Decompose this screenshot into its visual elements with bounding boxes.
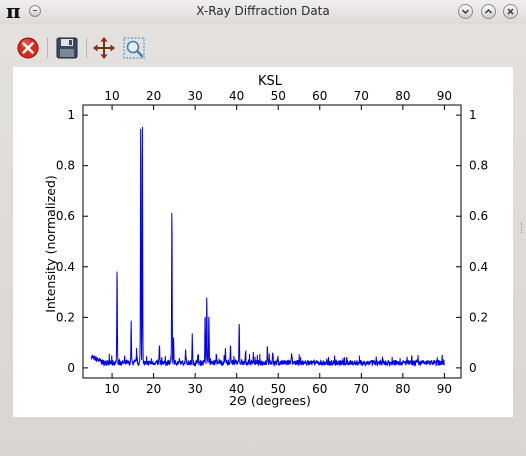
title-bar[interactable]: π X-Ray Diffraction Data bbox=[0, 0, 526, 24]
x-axis-label: 2Θ (degrees) bbox=[229, 393, 311, 408]
pan-icon bbox=[93, 37, 115, 59]
zoom-icon bbox=[123, 37, 145, 59]
y-tick-label-left: 0 bbox=[67, 361, 75, 375]
y-tick-label-right: 0.8 bbox=[469, 159, 488, 173]
maximize-button[interactable] bbox=[481, 4, 496, 19]
axes-frame bbox=[82, 104, 462, 379]
toolbar-separator bbox=[86, 38, 87, 58]
y-axis-label: Intensity (normalized) bbox=[43, 175, 58, 313]
y-tick-label-right: 0.4 bbox=[469, 260, 488, 274]
x-tick-label-top: 90 bbox=[437, 89, 452, 103]
close-window-button[interactable] bbox=[503, 4, 518, 19]
y-tick-label-left: 1 bbox=[67, 108, 75, 122]
x-tick-label-top: 80 bbox=[395, 89, 410, 103]
y-tick-label-left: 0.4 bbox=[56, 260, 75, 274]
x-tick-label-top: 20 bbox=[146, 89, 161, 103]
y-tick-label-right: 1 bbox=[469, 108, 477, 122]
close-red-icon bbox=[17, 37, 39, 59]
y-tick-label-left: 0.2 bbox=[56, 310, 75, 324]
plot-canvas[interactable]: KSL 2Θ (degrees) Intensity (normalized) … bbox=[13, 67, 513, 417]
y-tick-label-right: 0 bbox=[469, 361, 477, 375]
chevron-down-icon bbox=[462, 9, 469, 14]
axis-ticks: 10 10 20 20 30 30 40 40 50 50 60 60 70 70 80 80 90 90 0 0 0.… bbox=[56, 89, 488, 396]
chart-title: KSL bbox=[258, 74, 283, 89]
y-tick-label-right: 0.2 bbox=[469, 310, 488, 324]
save-button[interactable] bbox=[54, 35, 80, 61]
minimize-button[interactable] bbox=[458, 4, 473, 19]
pan-button[interactable] bbox=[91, 35, 117, 61]
x-tick-label-bottom: 80 bbox=[395, 382, 410, 396]
zoom-button[interactable] bbox=[121, 35, 147, 61]
y-tick-label-left: 0.6 bbox=[56, 209, 75, 223]
toolbar-separator bbox=[47, 38, 48, 58]
x-tick-label-bottom: 10 bbox=[104, 382, 119, 396]
window-title: X-Ray Diffraction Data bbox=[196, 4, 330, 18]
y-tick-label-right: 0.6 bbox=[469, 209, 488, 223]
x-tick-label-top: 70 bbox=[354, 89, 369, 103]
x-tick-label-bottom: 50 bbox=[271, 382, 286, 396]
xrd-chart[interactable]: KSL 2Θ (degrees) Intensity (normalized) … bbox=[13, 67, 513, 417]
save-icon bbox=[56, 37, 78, 59]
close-plot-button[interactable] bbox=[15, 35, 41, 61]
y-tick-label-left: 0.8 bbox=[56, 159, 75, 173]
pi-app-icon[interactable]: π bbox=[6, 0, 21, 23]
x-tick-label-bottom: 90 bbox=[437, 382, 452, 396]
x-tick-label-bottom: 20 bbox=[146, 382, 161, 396]
chevron-up-icon bbox=[485, 9, 492, 14]
x-tick-label-top: 30 bbox=[188, 89, 203, 103]
x-tick-label-bottom: 70 bbox=[354, 382, 369, 396]
x-tick-label-top: 40 bbox=[229, 89, 244, 103]
x-tick-label-bottom: 60 bbox=[312, 382, 327, 396]
data-series-group bbox=[90, 126, 445, 368]
resize-grip[interactable] bbox=[521, 223, 526, 233]
diffraction-series-line bbox=[90, 126, 445, 368]
toolbar bbox=[0, 26, 526, 66]
x-tick-label-top: 10 bbox=[104, 89, 119, 103]
window-menu-button[interactable] bbox=[29, 5, 41, 17]
x-tick-label-top: 60 bbox=[312, 89, 327, 103]
x-tick-label-bottom: 40 bbox=[229, 382, 244, 396]
close-icon bbox=[507, 8, 514, 15]
x-tick-label-bottom: 30 bbox=[188, 382, 203, 396]
x-tick-label-top: 50 bbox=[271, 89, 286, 103]
